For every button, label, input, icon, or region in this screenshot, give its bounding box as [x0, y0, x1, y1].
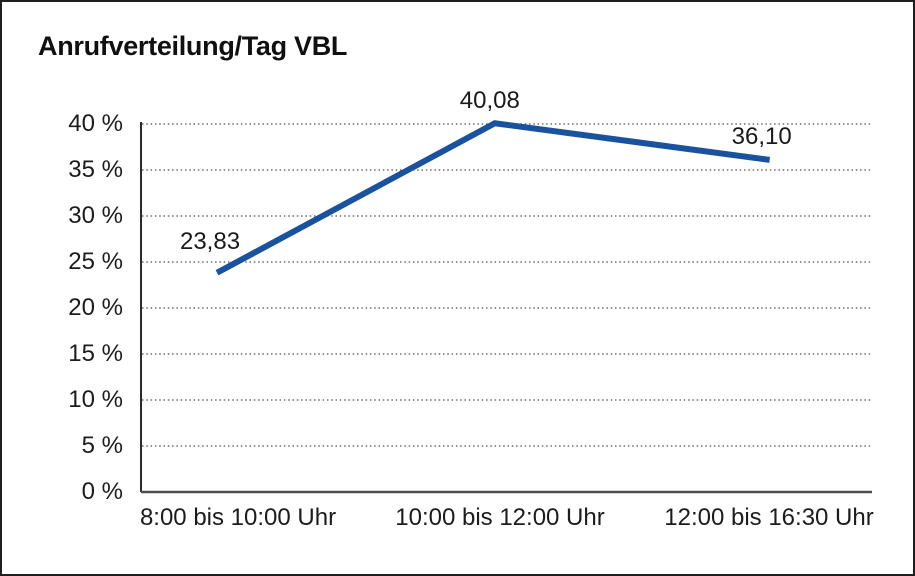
y-tick-label: 10 % [68, 386, 123, 413]
x-axis-label: 8:00 bis 10:00 Uhr [139, 504, 337, 531]
data-point-label: 40,08 [459, 87, 520, 115]
x-axis-label: 10:00 bis 12:00 Uhr [395, 504, 605, 531]
y-tick-label: 5 % [81, 432, 123, 459]
y-tick-label: 15 % [68, 340, 123, 367]
y-tick-label: 0 % [81, 478, 123, 505]
data-point-label: 36,10 [731, 122, 792, 150]
y-tick-label: 35 % [68, 156, 123, 183]
x-axis-label: 12:00 bis 16:30 Uhr [664, 504, 874, 531]
y-tick-label: 20 % [68, 294, 123, 321]
y-tick-label: 40 % [68, 110, 123, 137]
chart-title: Anrufverteilung/Tag VBL [38, 31, 348, 61]
data-point-label: 23,83 [179, 227, 241, 255]
y-tick-label: 25 % [68, 248, 123, 275]
data-line [215, 120, 771, 276]
y-tick-label: 30 % [68, 202, 123, 229]
